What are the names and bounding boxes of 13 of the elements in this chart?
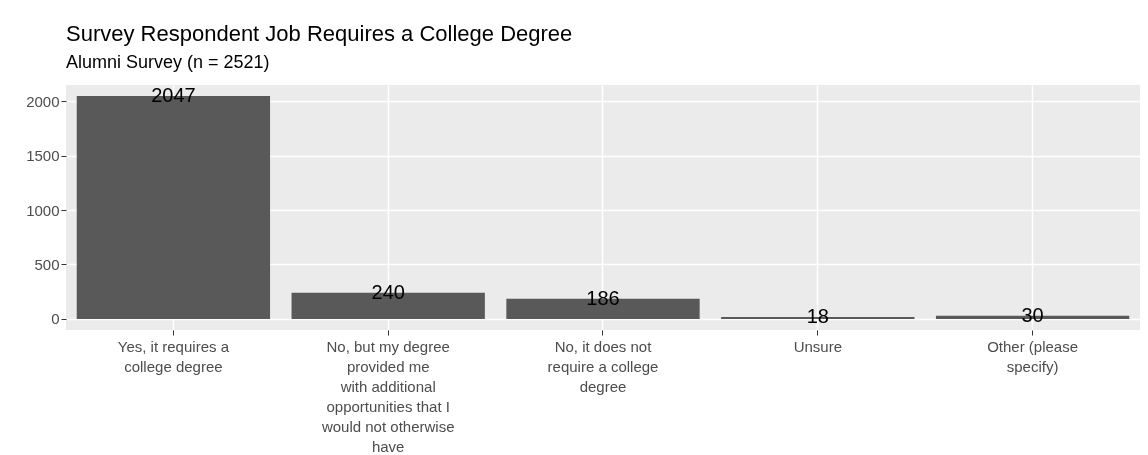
data-label: 2047	[151, 84, 196, 107]
x-tick-label: Unsure	[793, 337, 842, 355]
x-tick-label: Other (please specify)	[987, 337, 1079, 375]
chart-subtitle: Alumni Survey (n = 2521)	[66, 52, 270, 72]
x-tick-label: Yes, it requires a college degree	[117, 337, 230, 375]
y-tick-label: 500	[34, 255, 60, 273]
y-tick-label: 1500	[26, 147, 60, 165]
y-tick-label: 2000	[26, 92, 60, 110]
x-tick-label: No, it does not require a college degree	[547, 337, 659, 395]
x-tick-label: No, but my degree provided me with additional opportunities that I would not otherwise have	[320, 337, 455, 455]
chart-title: Survey Respondent Job Requires a College Degree	[66, 21, 573, 46]
y-tick-label: 1000	[26, 201, 60, 219]
y-tick-label: 0	[51, 310, 60, 328]
